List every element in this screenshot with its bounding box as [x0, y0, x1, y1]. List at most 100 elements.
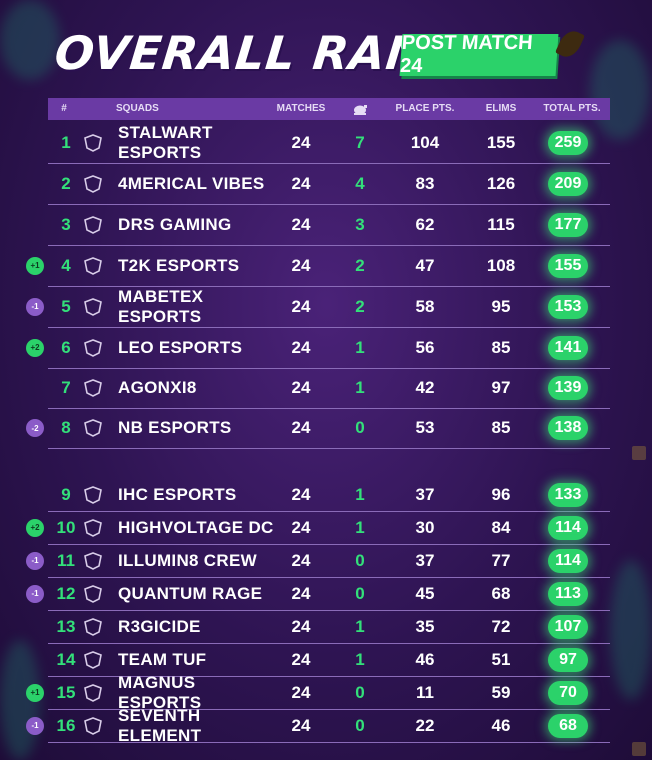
total-pts-pill: 259 [548, 130, 588, 155]
team-logo-icon [82, 255, 104, 277]
elims-cell: 97 [491, 377, 511, 397]
bg-splatter [0, 0, 60, 80]
matches-cell: 24 [291, 418, 311, 437]
wins-cell: 1 [355, 337, 365, 357]
table-row: 7 AGONXI8 24 1 42 97 139 [48, 367, 610, 409]
total-pts-pill: 177 [548, 212, 588, 237]
elims-cell: 72 [491, 616, 511, 636]
rank-cell: 10 [56, 517, 76, 537]
rank-cell: 14 [56, 649, 76, 669]
wins-cell: 0 [355, 583, 365, 603]
table-row: 6 LEO ESPORTS 24 1 56 85 141 [48, 327, 610, 369]
place-pts-cell: 46 [415, 649, 435, 669]
table-row: 9 IHC ESPORTS 24 1 37 96 133 [48, 478, 610, 512]
place-pts-cell: 22 [415, 715, 435, 735]
team-logo-icon [82, 337, 104, 359]
header-squads: SQUADS [116, 103, 159, 114]
chicken-dinner-icon [347, 98, 373, 120]
total-pts-pill: 155 [548, 253, 588, 278]
matches-cell: 24 [291, 214, 311, 234]
header-matches: MATCHES [276, 103, 326, 114]
team-logo-icon [82, 417, 104, 439]
rank-up-badge: +2 [26, 338, 44, 357]
matches-cell: 24 [291, 616, 311, 636]
matches-cell: 24 [291, 337, 311, 357]
rank-cell: 15 [56, 682, 76, 702]
team-name: AGONXI8 [118, 377, 197, 397]
table-row: 11 ILLUMIN8 CREW 24 0 37 77 114 [48, 544, 610, 578]
table-row: 13 R3GICIDE 24 1 35 72 107 [48, 610, 610, 644]
elims-cell: 95 [491, 296, 511, 316]
table-row: 4 T2K ESPORTS 24 2 47 108 155 [48, 245, 610, 287]
rank-up-badge: +1 [26, 683, 44, 702]
elims-cell: 96 [491, 484, 511, 504]
pubg-watermark-icon [632, 742, 646, 756]
total-pts-pill: 68 [548, 713, 588, 738]
place-pts-cell: 58 [415, 296, 435, 316]
wins-cell: 2 [355, 255, 365, 275]
place-pts-cell: 30 [415, 517, 435, 537]
elims-cell: 77 [491, 550, 511, 570]
team-logo-icon [82, 377, 104, 399]
elims-cell: 59 [491, 682, 511, 702]
rank-cell: 5 [61, 296, 71, 316]
wins-cell: 0 [355, 550, 365, 570]
matches-cell: 24 [291, 255, 311, 275]
elims-cell: 126 [486, 173, 516, 193]
rank-down-badge: -2 [26, 419, 44, 437]
matches-cell: 24 [291, 173, 311, 193]
header-place-pts: PLACE PTS. [395, 103, 455, 114]
place-pts-cell: 42 [415, 377, 435, 397]
rank-cell: 7 [61, 377, 71, 397]
place-pts-cell: 56 [415, 337, 435, 357]
team-name: DRS GAMING [118, 214, 232, 234]
bg-splatter [610, 560, 652, 700]
team-logo-icon [82, 616, 104, 638]
header-total-pts: TOTAL PTS. [543, 103, 601, 114]
elims-cell: 84 [491, 517, 511, 537]
team-logo-icon [82, 214, 104, 236]
place-pts-cell: 37 [415, 484, 435, 504]
rank-down-badge: -1 [26, 551, 44, 570]
place-pts-cell: 47 [415, 255, 435, 275]
table-row: 5 MABETEX ESPORTS 24 2 58 95 153 [48, 286, 610, 328]
table-row: 3 DRS GAMING 24 3 62 115 177 [48, 204, 610, 246]
team-logo-icon [82, 484, 104, 506]
rank-cell: 16 [56, 715, 76, 735]
wins-cell: 7 [355, 132, 365, 152]
team-name: R3GICIDE [118, 616, 201, 636]
place-pts-cell: 37 [415, 550, 435, 570]
rank-down-badge: -1 [26, 716, 44, 735]
matches-cell: 24 [291, 296, 311, 316]
matches-cell: 24 [291, 484, 311, 504]
rank-cell: 8 [61, 418, 71, 437]
place-pts-cell: 62 [415, 214, 435, 234]
matches-cell: 24 [291, 132, 311, 152]
total-pts-pill: 113 [548, 581, 588, 606]
wins-cell: 3 [355, 214, 365, 234]
team-name: NB ESPORTS [118, 418, 232, 437]
team-logo-icon [82, 583, 104, 605]
elims-cell: 115 [487, 214, 515, 234]
team-name: IHC ESPORTS [118, 484, 237, 504]
team-name: QUANTUM RAGE [118, 583, 263, 603]
team-logo-icon [82, 173, 104, 195]
team-logo-icon [82, 550, 104, 572]
rank-cell: 1 [61, 132, 71, 152]
total-pts-pill: 138 [548, 416, 588, 440]
header-elims: ELIMS [485, 103, 517, 114]
rank-up-badge: +2 [26, 518, 44, 537]
table-row: 1 STALWART ESPORTS 24 7 104 155 259 [48, 122, 610, 164]
table-row: 2 4MERICAL VIBES 24 4 83 126 209 [48, 163, 610, 205]
wins-cell: 0 [355, 682, 365, 702]
total-pts-pill: 107 [548, 614, 588, 639]
wins-cell: 1 [355, 377, 365, 397]
rank-cell: 4 [61, 255, 71, 275]
rank-cell: 6 [61, 337, 71, 357]
team-name: LEO ESPORTS [118, 337, 243, 357]
wins-cell: 1 [355, 616, 365, 636]
matches-cell: 24 [291, 517, 311, 537]
total-pts-pill: 153 [548, 294, 588, 319]
matches-cell: 24 [291, 550, 311, 570]
team-name: ILLUMIN8 CREW [118, 550, 257, 570]
